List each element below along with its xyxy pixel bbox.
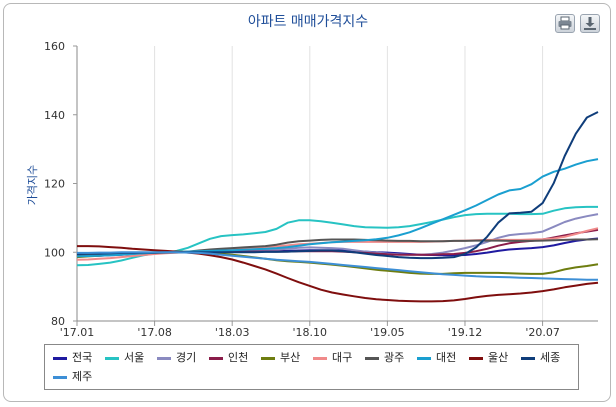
legend-label: 대전 xyxy=(436,351,457,364)
legend-label: 대구 xyxy=(332,351,353,364)
chart-title: 아파트 매매가격지수 xyxy=(247,14,369,30)
printer-icon xyxy=(558,16,572,30)
x-tick-label: '17.01 xyxy=(60,326,95,339)
legend-swatch xyxy=(365,356,379,360)
legend-label: 제주 xyxy=(72,370,93,383)
legend-item[interactable]: 대구 xyxy=(313,349,352,365)
legend-label: 부산 xyxy=(280,351,301,364)
x-tick-label: '18.10 xyxy=(293,326,328,339)
y-tick-label: 120 xyxy=(44,178,65,191)
legend-item[interactable]: 제주 xyxy=(53,368,92,384)
legend-swatch xyxy=(209,356,223,360)
x-tick-label: '19.05 xyxy=(370,326,405,339)
download-button[interactable] xyxy=(580,14,600,33)
series-line-10 xyxy=(76,111,599,260)
y-tick-label: 80 xyxy=(51,315,65,328)
legend-item[interactable]: 서울 xyxy=(105,349,144,365)
download-icon xyxy=(584,17,596,30)
legend-item[interactable]: 인천 xyxy=(209,349,248,365)
x-tick-label: '19.12 xyxy=(448,326,483,339)
series-line-2 xyxy=(76,205,598,267)
legend-swatch xyxy=(417,356,431,360)
legend-label: 전국 xyxy=(72,351,93,364)
print-button[interactable] xyxy=(555,14,575,33)
chart-panel xyxy=(3,3,611,402)
series-line-11 xyxy=(77,251,598,281)
legend-label: 서울 xyxy=(124,351,145,364)
legend-item[interactable]: 광주 xyxy=(365,349,404,365)
legend-swatch xyxy=(313,356,327,360)
legend-swatch xyxy=(105,356,119,360)
series-line-9 xyxy=(77,245,599,303)
legend-swatch xyxy=(261,356,275,360)
legend-item[interactable]: 경기 xyxy=(157,349,196,365)
y-tick-label: 160 xyxy=(44,40,65,53)
legend-swatch xyxy=(521,356,535,360)
legend-item[interactable]: 전국 xyxy=(53,349,92,365)
legend-label: 경기 xyxy=(176,351,197,364)
x-tick-label: '20.07 xyxy=(525,326,560,339)
legend-label: 울산 xyxy=(488,351,509,364)
legend-swatch xyxy=(53,356,67,360)
legend-item[interactable]: 대전 xyxy=(417,349,456,365)
legend-label: 광주 xyxy=(384,351,405,364)
x-tick-label: '18.03 xyxy=(215,326,250,339)
legend-item[interactable]: 부산 xyxy=(261,349,300,365)
legend-item[interactable]: 세종 xyxy=(521,349,560,365)
x-tick-label: '17.08 xyxy=(137,326,172,339)
legend-label: 세종 xyxy=(540,351,561,364)
legend-label: 인천 xyxy=(228,351,249,364)
y-tick-label: 140 xyxy=(44,109,65,122)
legend-swatch xyxy=(157,356,171,360)
legend-swatch xyxy=(53,375,67,379)
legend-item[interactable]: 울산 xyxy=(469,349,508,365)
y-tick-label: 100 xyxy=(44,246,65,259)
series-line-6 xyxy=(76,227,599,261)
legend-swatch xyxy=(469,356,483,360)
